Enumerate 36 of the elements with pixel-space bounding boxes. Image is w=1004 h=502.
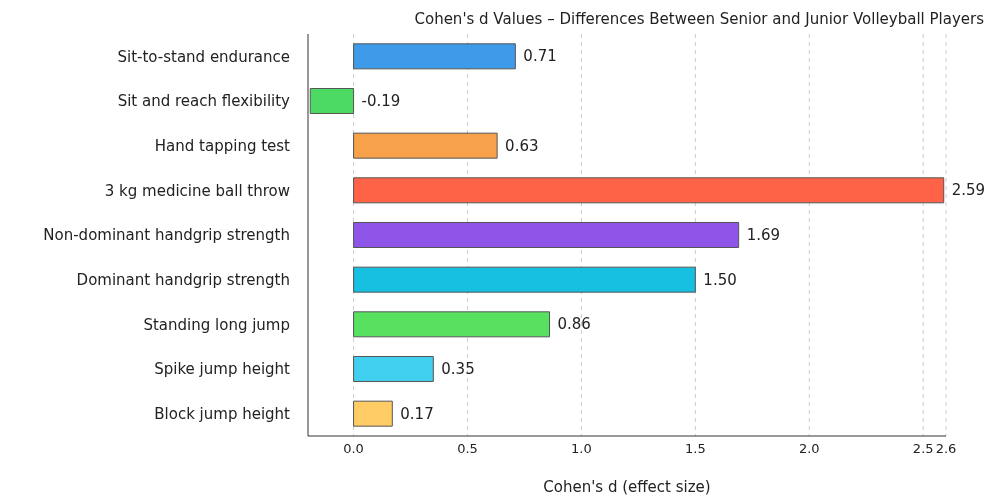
bar — [353, 266, 696, 293]
data-label: 0.71 — [523, 47, 557, 66]
y-tick-label: Hand tapping test — [154, 136, 291, 155]
bar — [353, 400, 393, 427]
x-tick-label: 2.0 — [798, 441, 820, 457]
bar — [353, 311, 551, 338]
y-tick-label: Dominant handgrip strength — [76, 270, 290, 289]
bar — [353, 43, 516, 70]
y-tick-label: 3 kg medicine ball throw — [104, 181, 290, 200]
data-label: 1.50 — [703, 270, 737, 289]
bar — [353, 221, 740, 248]
y-tick-label: Non-dominant handgrip strength — [43, 226, 290, 245]
data-label: 0.86 — [557, 315, 591, 334]
chart-title: Cohen's d Values – Differences Between Senior and Junior Volleyball Players — [414, 10, 984, 28]
y-tick-label: Block jump height — [154, 404, 291, 423]
y-tick-label: Standing long jump — [143, 315, 290, 334]
x-tick-label: 1.5 — [685, 441, 706, 457]
bar — [353, 355, 434, 382]
x-tick-label: 0.5 — [457, 441, 478, 457]
data-label: 0.17 — [400, 404, 434, 423]
x-tick-label: 2.5 — [912, 441, 934, 457]
bar — [353, 132, 498, 159]
y-tick-label: Sit and reach flexibility — [117, 92, 291, 111]
data-label: 0.63 — [505, 136, 539, 155]
x-tick-label: 0.0 — [343, 441, 364, 457]
y-tick-label: Sit-to-stand endurance — [117, 47, 290, 66]
x-tick-label: 1.0 — [571, 441, 592, 457]
data-label: 2.59 — [951, 181, 986, 200]
y-tick-label: Spike jump height — [154, 360, 291, 379]
bar — [353, 177, 945, 204]
data-label: 1.69 — [746, 225, 781, 244]
data-label: -0.19 — [361, 91, 401, 110]
x-axis-title: Cohen's d (effect size) — [543, 478, 711, 496]
data-label: 0.35 — [441, 359, 475, 378]
bar — [309, 87, 355, 114]
x-tick-label: 2.6 — [935, 441, 957, 457]
